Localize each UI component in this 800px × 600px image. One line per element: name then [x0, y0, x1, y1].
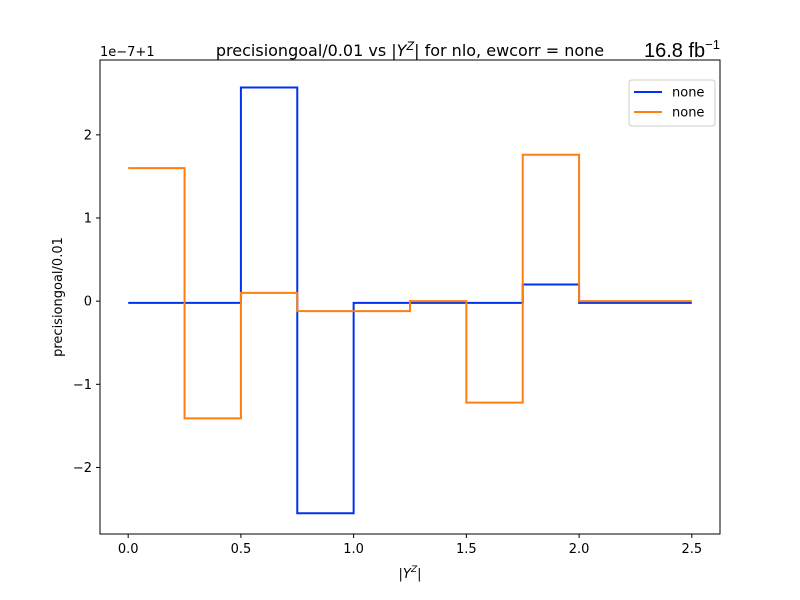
- x-tick-label: 0.0: [118, 542, 139, 557]
- chart-title: precisiongoal/0.01 vs |YZ| for nlo, ewco…: [216, 40, 604, 60]
- x-tick-label: 0.5: [231, 542, 252, 557]
- x-axis-label: |YZ|: [399, 565, 422, 582]
- y-tick-label: 1: [84, 212, 92, 227]
- x-tick-label: 1.5: [456, 542, 477, 557]
- x-axis-ticks: 0.0 0.5 1.0 1.5 2.0 2.5: [118, 534, 702, 557]
- legend-label-0: none: [672, 86, 704, 101]
- x-tick-label: 2.5: [681, 542, 702, 557]
- legend-label-1: none: [672, 106, 704, 121]
- y-axis-ticks: −2 −1 0 1 2: [73, 128, 100, 476]
- y-offset-text: 1e−7+1: [100, 45, 155, 60]
- y-tick-label: 2: [84, 128, 92, 143]
- series-line-1: [128, 153, 692, 420]
- legend: none none: [628, 79, 716, 127]
- x-tick-label: 2.0: [569, 542, 590, 557]
- y-tick-label: −1: [73, 378, 92, 393]
- luminosity-label: 16.8 fb−1: [644, 37, 720, 62]
- y-tick-label: 0: [84, 295, 92, 310]
- series-layer: [128, 86, 692, 515]
- x-tick-label: 1.0: [343, 542, 364, 557]
- y-tick-label: −2: [73, 461, 92, 476]
- y-axis-label: precisiongoal/0.01: [51, 237, 66, 357]
- axes-frame: [99, 59, 721, 535]
